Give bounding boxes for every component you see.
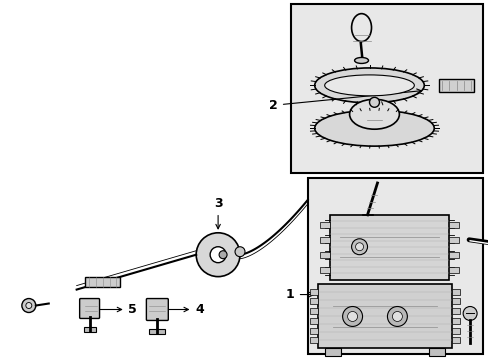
Bar [309, 337, 317, 343]
Bar [317, 284, 451, 348]
Bar [319, 267, 329, 273]
Circle shape [196, 233, 240, 276]
Bar [451, 298, 459, 304]
FancyBboxPatch shape [146, 298, 168, 320]
Text: 1: 1 [285, 288, 313, 301]
Bar [451, 308, 459, 314]
Ellipse shape [349, 99, 399, 129]
Text: 4: 4 [166, 303, 203, 316]
Bar [451, 328, 459, 334]
Bar [309, 289, 317, 294]
Bar [448, 222, 458, 228]
Bar [309, 298, 317, 304]
Circle shape [351, 239, 367, 255]
Bar [290, 4, 482, 173]
Circle shape [342, 306, 362, 327]
Circle shape [462, 306, 476, 320]
Bar [448, 267, 458, 273]
Circle shape [219, 251, 226, 259]
Bar [448, 237, 458, 243]
Circle shape [235, 247, 244, 257]
Ellipse shape [354, 58, 368, 63]
Bar [428, 348, 444, 356]
Bar [451, 337, 459, 343]
Ellipse shape [314, 110, 433, 146]
Bar [451, 318, 459, 324]
Ellipse shape [314, 68, 424, 103]
Bar [307, 178, 482, 354]
Bar [149, 329, 165, 334]
Ellipse shape [351, 14, 371, 41]
Circle shape [355, 243, 363, 251]
Circle shape [210, 247, 225, 263]
Bar [319, 237, 329, 243]
Bar [309, 328, 317, 334]
Text: 5: 5 [99, 303, 137, 316]
Bar [329, 215, 448, 280]
Bar [309, 308, 317, 314]
FancyBboxPatch shape [80, 298, 100, 319]
Text: 3: 3 [213, 197, 222, 229]
Bar [84, 276, 120, 287]
Circle shape [369, 97, 379, 107]
Circle shape [347, 311, 357, 321]
Bar [438, 80, 473, 92]
Bar [319, 252, 329, 258]
Bar [448, 252, 458, 258]
Bar [309, 318, 317, 324]
Circle shape [22, 298, 36, 312]
Ellipse shape [324, 75, 413, 96]
Circle shape [26, 302, 32, 309]
Bar [319, 222, 329, 228]
Circle shape [386, 306, 407, 327]
Text: 2: 2 [268, 89, 421, 112]
Bar [451, 289, 459, 294]
Bar [83, 328, 95, 332]
Bar [324, 348, 340, 356]
Circle shape [392, 311, 402, 321]
